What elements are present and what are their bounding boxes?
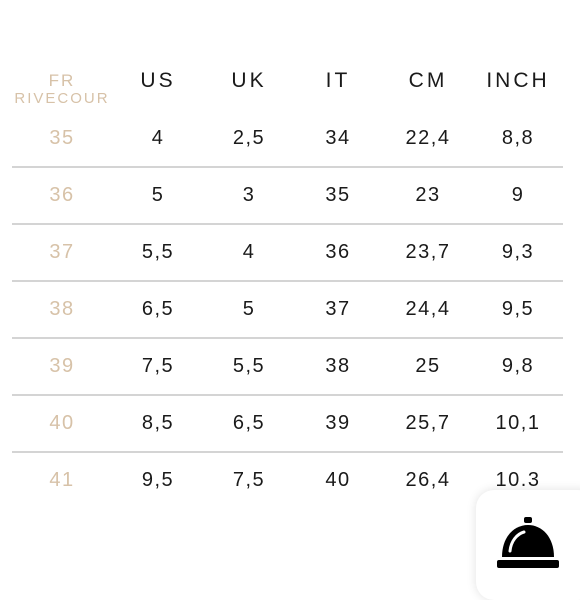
cell-fr: 40 — [49, 412, 75, 434]
cell-it: 38 — [325, 355, 351, 377]
cell-inch: 8,8 — [501, 127, 535, 149]
row-divider — [12, 337, 563, 339]
cell-fr: 35 — [49, 127, 75, 149]
cell-us: 5,5 — [141, 241, 175, 263]
cell-uk: 7,5 — [232, 469, 266, 491]
column-header-inch: INCH — [486, 69, 550, 92]
cell-us: 5 — [151, 184, 165, 206]
row-divider — [12, 280, 563, 282]
table-row: 37 5,5 4 36 23,7 9,3 — [0, 232, 580, 272]
row-divider — [12, 451, 563, 453]
cell-uk: 6,5 — [232, 412, 266, 434]
service-bell-icon — [497, 517, 559, 568]
column-header-fr-line2: RIVECOUR — [14, 90, 110, 107]
cell-us: 7,5 — [141, 355, 175, 377]
cell-us: 9,5 — [141, 469, 175, 491]
cell-it: 37 — [325, 298, 351, 320]
column-header-fr-rivecour: FR RIVECOUR — [2, 71, 122, 108]
column-header-us: US — [140, 69, 176, 92]
row-divider — [12, 394, 563, 396]
cell-uk: 3 — [242, 184, 256, 206]
row-divider — [12, 223, 563, 225]
column-header-uk: UK — [231, 69, 267, 92]
cell-inch: 9 — [511, 184, 525, 206]
cell-uk: 5 — [242, 298, 256, 320]
cell-fr: 37 — [49, 241, 75, 263]
column-header-fr-line1: FR — [48, 71, 76, 90]
table-row: 41 9,5 7,5 40 26,4 10.3 — [0, 460, 580, 500]
size-conversion-chart: FR RIVECOUR US UK IT CM INCH 35 4 2,5 34… — [0, 69, 580, 500]
cell-it: 34 — [325, 127, 351, 149]
cell-fr: 39 — [49, 355, 75, 377]
cell-inch: 9,5 — [501, 298, 535, 320]
table-row: 40 8,5 6,5 39 25,7 10,1 — [0, 403, 580, 443]
column-header-cm: CM — [408, 69, 448, 92]
cell-it: 40 — [325, 469, 351, 491]
cell-inch: 10,1 — [495, 412, 541, 434]
table-row: 36 5 3 35 23 9 — [0, 175, 580, 215]
cell-it: 39 — [325, 412, 351, 434]
table-row: 39 7,5 5,5 38 25 9,8 — [0, 346, 580, 386]
table-row: 35 4 2,5 34 22,4 8,8 — [0, 118, 580, 158]
cell-inch: 9,3 — [501, 241, 535, 263]
cell-cm: 22,4 — [405, 127, 451, 149]
cell-cm: 25 — [415, 355, 441, 377]
column-header-it: IT — [325, 69, 351, 92]
cell-cm: 26,4 — [405, 469, 451, 491]
cell-inch: 10.3 — [495, 469, 541, 491]
cell-cm: 23 — [415, 184, 441, 206]
cell-inch: 9,8 — [501, 355, 535, 377]
cell-us: 8,5 — [141, 412, 175, 434]
row-divider — [12, 166, 563, 168]
cell-us: 4 — [151, 127, 165, 149]
cell-uk: 5,5 — [232, 355, 266, 377]
cell-cm: 25,7 — [405, 412, 451, 434]
cell-uk: 4 — [242, 241, 256, 263]
cell-cm: 23,7 — [405, 241, 451, 263]
cell-fr: 41 — [49, 469, 75, 491]
table-row: 38 6,5 5 37 24,4 9,5 — [0, 289, 580, 329]
cell-fr: 36 — [49, 184, 75, 206]
cell-uk: 2,5 — [232, 127, 266, 149]
cell-us: 6,5 — [141, 298, 175, 320]
cell-cm: 24,4 — [405, 298, 451, 320]
cell-it: 36 — [325, 241, 351, 263]
cell-it: 35 — [325, 184, 351, 206]
cell-fr: 38 — [49, 298, 75, 320]
